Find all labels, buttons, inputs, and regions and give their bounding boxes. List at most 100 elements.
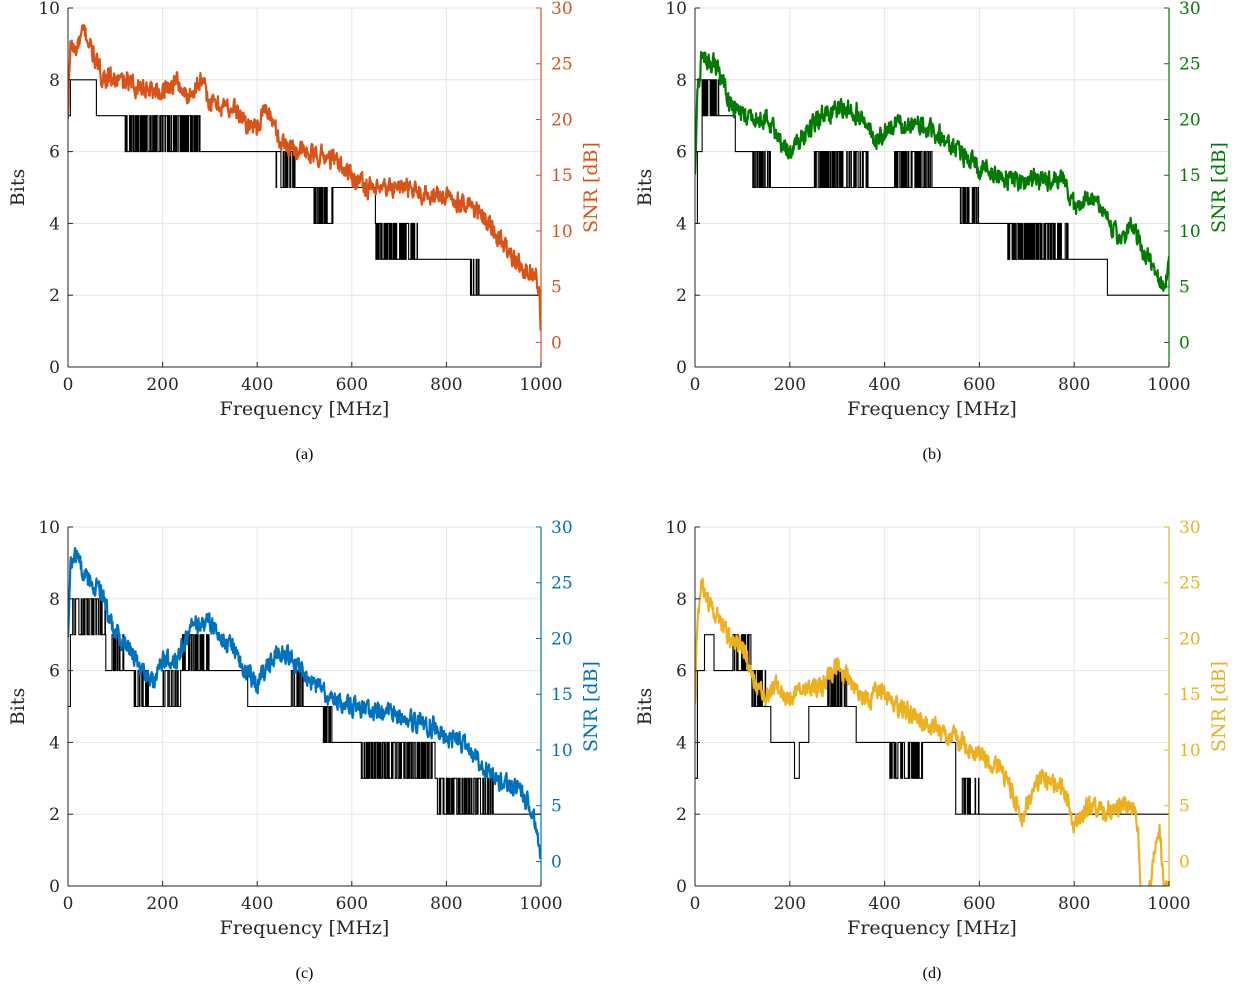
y2-tick-label: 5 xyxy=(1179,278,1190,298)
bits-series xyxy=(695,79,1169,296)
y2-axis-label: SNR [dB] xyxy=(1208,142,1230,233)
y-tick-label: 4 xyxy=(49,214,60,234)
x-tick-label: 200 xyxy=(774,375,806,395)
snr-series xyxy=(695,577,1169,886)
y-tick-label: 2 xyxy=(676,286,687,306)
y-tick-label: 8 xyxy=(676,71,687,91)
panel-caption: (b) xyxy=(923,446,942,463)
x-tick-label: 0 xyxy=(690,375,701,395)
chart-panel-1: 0 200 400 600 800 1000 0 2 4 6 8 10 0 5 10 15 20 25 30 Freq… xyxy=(7,0,602,463)
x-tick-label: 600 xyxy=(336,375,368,395)
bits-series xyxy=(68,598,541,815)
y2-tick-label: 25 xyxy=(1179,55,1201,75)
y2-axis-label: SNR [dB] xyxy=(1208,661,1230,752)
y2-tick-label: 25 xyxy=(551,574,573,594)
y-tick-label: 8 xyxy=(676,590,687,610)
y2-tick-label: 5 xyxy=(551,797,562,817)
y-tick-label: 4 xyxy=(676,733,687,753)
x-axis-label: Frequency [MHz] xyxy=(220,917,390,939)
y2-tick-label: 20 xyxy=(551,110,573,130)
chart-panel-3: 0 200 400 600 800 1000 0 2 4 6 8 10 0 5 10 15 20 25 30 Freq… xyxy=(7,518,602,982)
y2-tick-label: 5 xyxy=(1179,797,1190,817)
x-tick-label: 400 xyxy=(868,375,900,395)
y-tick-label: 10 xyxy=(38,0,60,19)
y2-tick-label: 15 xyxy=(551,685,573,705)
x-tick-label: 800 xyxy=(430,375,462,395)
x-tick-label: 1000 xyxy=(519,375,562,395)
y-tick-label: 8 xyxy=(49,590,60,610)
x-tick-label: 1000 xyxy=(1147,894,1190,914)
y-axis-label: Bits xyxy=(634,688,656,725)
y2-axis-label: SNR [dB] xyxy=(580,142,602,233)
y2-tick-label: 15 xyxy=(1179,166,1201,186)
y2-tick-label: 0 xyxy=(1179,852,1190,872)
bits-series xyxy=(68,79,541,296)
x-tick-label: 0 xyxy=(63,375,74,395)
y2-tick-label: 10 xyxy=(551,741,573,761)
y2-tick-label: 0 xyxy=(1179,333,1190,353)
y2-tick-label: 10 xyxy=(1179,741,1201,761)
y2-tick-label: 5 xyxy=(551,278,562,298)
x-tick-label: 600 xyxy=(963,894,995,914)
panel-caption: (c) xyxy=(296,965,314,982)
y2-axis-label: SNR [dB] xyxy=(580,661,602,752)
y2-tick-label: 0 xyxy=(551,852,562,872)
y2-tick-label: 30 xyxy=(551,518,573,538)
y-tick-label: 4 xyxy=(676,214,687,234)
y2-tick-label: 20 xyxy=(1179,110,1201,130)
y-tick-label: 10 xyxy=(38,518,60,538)
y-tick-label: 6 xyxy=(676,143,687,163)
y-axis-label: Bits xyxy=(634,169,656,206)
x-tick-label: 200 xyxy=(774,894,806,914)
x-axis-label: Frequency [MHz] xyxy=(847,917,1017,939)
y-tick-label: 10 xyxy=(665,0,687,19)
y2-tick-label: 10 xyxy=(551,222,573,242)
x-tick-label: 400 xyxy=(241,894,273,914)
y2-tick-label: 30 xyxy=(1179,518,1201,538)
y-tick-label: 2 xyxy=(49,286,60,306)
panel-caption: (d) xyxy=(923,965,942,982)
y-tick-label: 6 xyxy=(49,143,60,163)
x-tick-label: 200 xyxy=(146,894,178,914)
y-axis-label: Bits xyxy=(7,688,29,725)
chart-panel-2: 0 200 400 600 800 1000 0 2 4 6 8 10 0 5 10 15 20 25 30 Freq… xyxy=(634,0,1230,463)
y-tick-label: 0 xyxy=(49,877,60,897)
y2-tick-label: 25 xyxy=(551,55,573,75)
panel-caption: (a) xyxy=(296,446,314,463)
y2-tick-label: 30 xyxy=(551,0,573,19)
x-tick-label: 600 xyxy=(336,894,368,914)
x-tick-label: 800 xyxy=(1058,375,1090,395)
y-tick-label: 0 xyxy=(49,358,60,378)
y2-tick-label: 15 xyxy=(551,166,573,186)
x-tick-label: 200 xyxy=(146,375,178,395)
y-tick-label: 2 xyxy=(676,805,687,825)
x-tick-label: 400 xyxy=(868,894,900,914)
snr-series xyxy=(68,547,541,860)
y2-tick-label: 20 xyxy=(551,629,573,649)
y-tick-label: 0 xyxy=(676,877,687,897)
chart-panel-4: 0 200 400 600 800 1000 0 2 4 6 8 10 0 5 10 15 20 25 30 Freq… xyxy=(634,518,1230,982)
y-axis-label: Bits xyxy=(7,169,29,206)
y2-tick-label: 20 xyxy=(1179,629,1201,649)
y-tick-label: 8 xyxy=(49,71,60,91)
y-tick-label: 6 xyxy=(49,662,60,682)
snr-series xyxy=(695,50,1169,292)
x-axis-label: Frequency [MHz] xyxy=(847,398,1017,420)
x-tick-label: 0 xyxy=(63,894,74,914)
x-tick-label: 0 xyxy=(690,894,701,914)
y-tick-label: 2 xyxy=(49,805,60,825)
x-tick-label: 800 xyxy=(430,894,462,914)
x-axis-label: Frequency [MHz] xyxy=(220,398,390,420)
y-tick-label: 0 xyxy=(676,358,687,378)
y-tick-label: 10 xyxy=(665,518,687,538)
y2-tick-label: 15 xyxy=(1179,685,1201,705)
y2-tick-label: 10 xyxy=(1179,222,1201,242)
y-tick-label: 4 xyxy=(49,733,60,753)
x-tick-label: 1000 xyxy=(1147,375,1190,395)
y2-tick-label: 0 xyxy=(551,333,562,353)
x-tick-label: 400 xyxy=(241,375,273,395)
x-tick-label: 600 xyxy=(963,375,995,395)
x-tick-label: 1000 xyxy=(519,894,562,914)
snr-series xyxy=(68,24,541,331)
